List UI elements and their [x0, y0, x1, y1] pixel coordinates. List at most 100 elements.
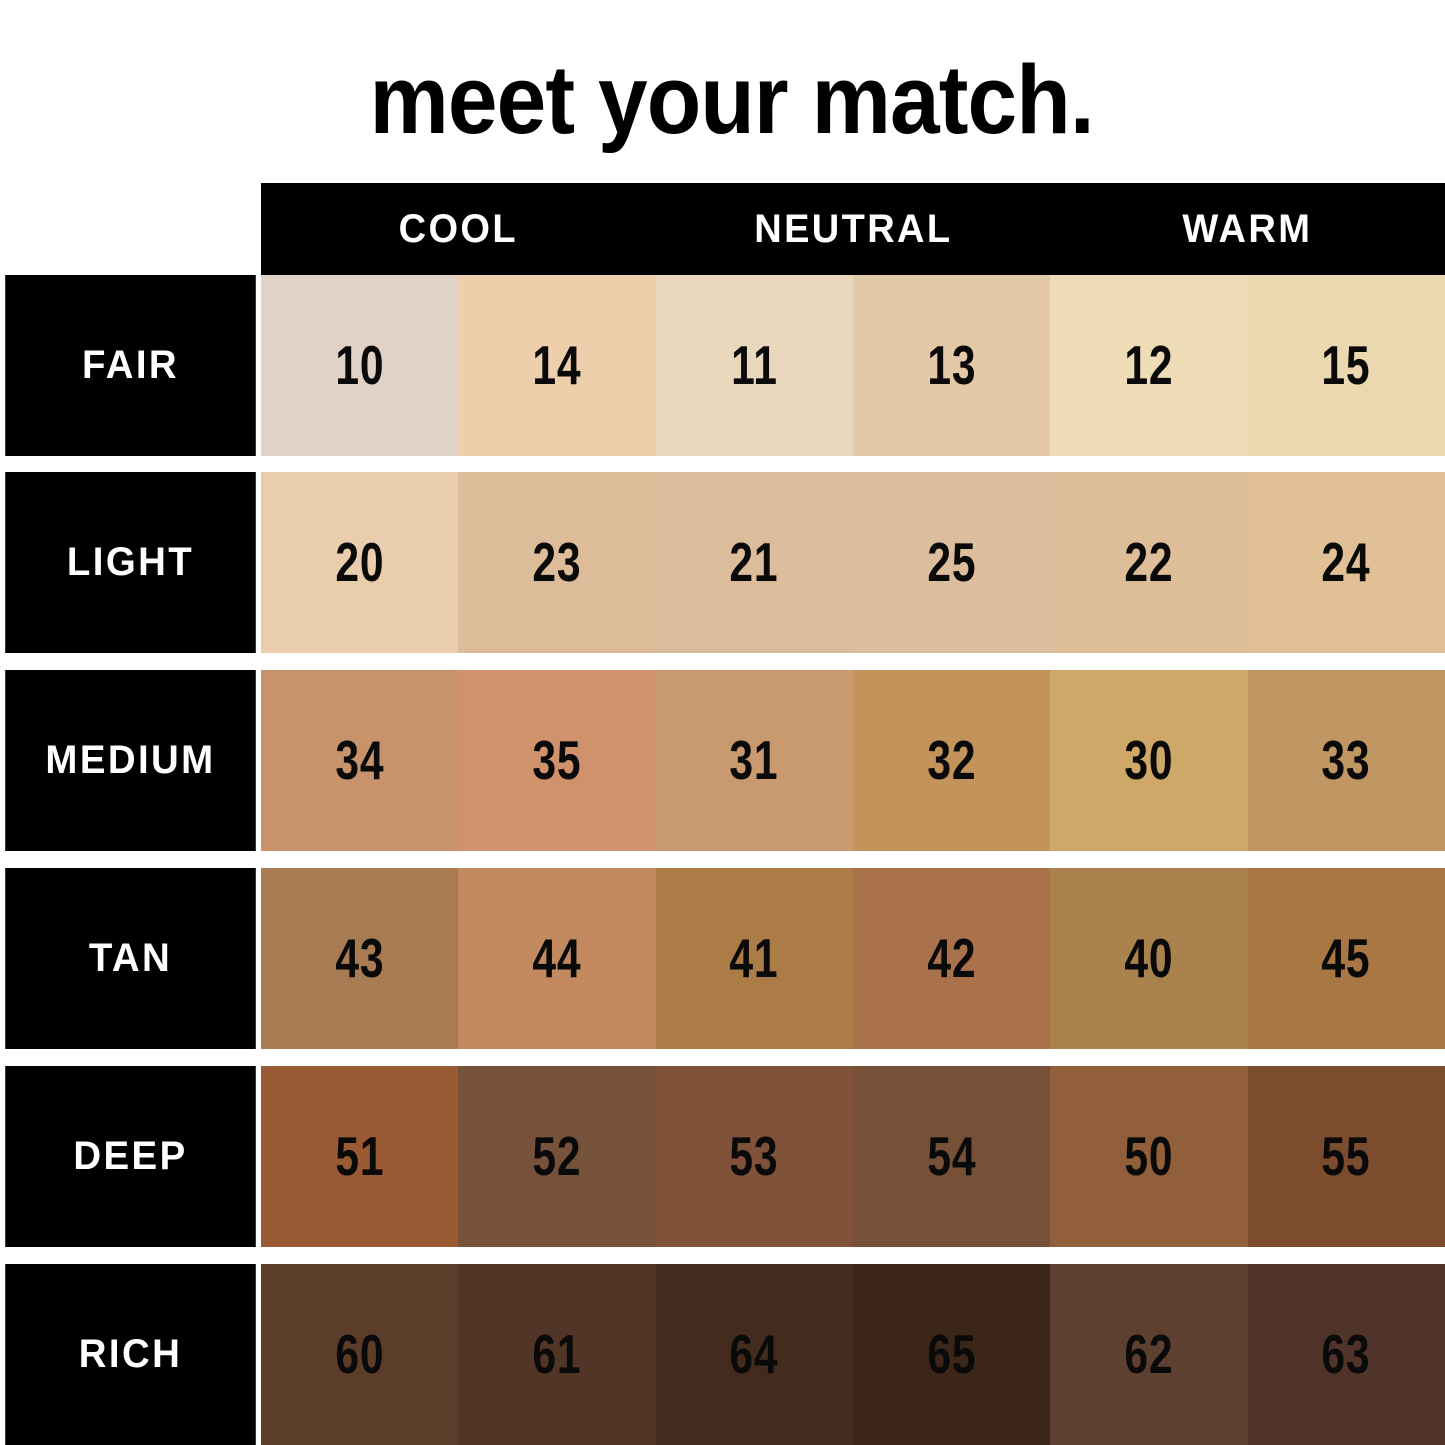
column-header-neutral-label: NEUTRAL [753, 206, 953, 251]
shade-swatch[interactable]: 45 [1247, 868, 1445, 1049]
shade-number: 22 [1124, 531, 1174, 594]
shade-swatch[interactable]: 54 [852, 1066, 1051, 1247]
shade-number: 51 [335, 1125, 385, 1188]
shade-number: 24 [1321, 531, 1371, 594]
shade-number: 11 [730, 334, 778, 397]
column-header-warm-label: WARM [1182, 206, 1313, 251]
row-label-deep-text: DEEP [73, 1134, 188, 1178]
shade-swatch[interactable]: 31 [655, 670, 853, 851]
shade-number: 53 [729, 1125, 779, 1188]
table-row: RICH 60 61 64 65 62 63 [0, 1264, 1445, 1445]
swatch-group-light: 20 23 21 25 22 24 [261, 472, 1445, 653]
shade-swatch[interactable]: 51 [261, 1066, 459, 1247]
shade-swatch[interactable]: 14 [458, 275, 656, 456]
shade-number: 50 [1124, 1125, 1174, 1188]
shade-swatch[interactable]: 65 [852, 1264, 1051, 1445]
shade-swatch[interactable]: 22 [1050, 472, 1248, 653]
shade-number: 61 [532, 1323, 582, 1386]
shade-number: 65 [927, 1323, 977, 1386]
shade-swatch[interactable]: 50 [1050, 1066, 1248, 1247]
row-label-light: LIGHT [5, 472, 256, 653]
undertone-header-row: COOL NEUTRAL WARM [261, 183, 1445, 275]
row-label-fair: FAIR [5, 275, 256, 456]
shade-number: 40 [1124, 927, 1174, 990]
shade-swatch[interactable]: 40 [1050, 868, 1248, 1049]
shade-swatch[interactable]: 21 [655, 472, 853, 653]
shade-number: 23 [532, 531, 582, 594]
shade-number: 31 [729, 729, 779, 792]
shade-number: 44 [532, 927, 582, 990]
shade-swatch[interactable]: 30 [1050, 670, 1248, 851]
shade-number: 64 [729, 1323, 779, 1386]
shade-number: 55 [1321, 1125, 1371, 1188]
row-label-rich: RICH [5, 1264, 256, 1445]
shade-swatch[interactable]: 24 [1247, 472, 1445, 653]
shade-number: 21 [729, 531, 779, 594]
swatch-group-fair: 10 14 11 13 12 15 [261, 275, 1445, 456]
shade-swatch[interactable]: 61 [458, 1264, 656, 1445]
column-header-cool-label: COOL [398, 206, 518, 251]
shade-swatch[interactable]: 60 [261, 1264, 459, 1445]
shade-swatch[interactable]: 20 [261, 472, 459, 653]
table-row: TAN 43 44 41 42 40 45 [0, 868, 1445, 1049]
swatch-group-medium: 34 35 31 32 30 33 [261, 670, 1445, 851]
shade-swatch[interactable]: 15 [1247, 275, 1445, 456]
table-row: MEDIUM 34 35 31 32 30 33 [0, 670, 1445, 851]
shade-number: 60 [335, 1323, 385, 1386]
table-row: LIGHT 20 23 21 25 22 24 [0, 472, 1445, 653]
shade-number: 15 [1321, 334, 1371, 397]
row-label-tan-text: TAN [88, 936, 173, 980]
row-label-light-text: LIGHT [66, 540, 195, 584]
shade-number: 54 [927, 1125, 977, 1188]
shade-number: 63 [1321, 1323, 1371, 1386]
swatch-group-tan: 43 44 41 42 40 45 [261, 868, 1445, 1049]
shade-number: 25 [927, 531, 977, 594]
shade-swatch[interactable]: 62 [1050, 1264, 1248, 1445]
shade-swatch[interactable]: 44 [458, 868, 656, 1049]
shade-swatch[interactable]: 52 [458, 1066, 656, 1247]
row-label-deep: DEEP [5, 1066, 256, 1247]
shade-number: 10 [335, 334, 385, 397]
column-header-cool: COOL [271, 183, 646, 275]
shade-swatch[interactable]: 34 [261, 670, 459, 851]
shade-swatch[interactable]: 55 [1247, 1066, 1445, 1247]
shade-swatch[interactable]: 42 [852, 868, 1051, 1049]
shade-swatch[interactable]: 13 [852, 275, 1051, 456]
page-title: meet your match. [0, 44, 1445, 154]
shade-swatch[interactable]: 33 [1247, 670, 1445, 851]
table-row: FAIR 10 14 11 13 12 15 [0, 275, 1445, 456]
shade-swatch[interactable]: 12 [1050, 275, 1248, 456]
shade-number: 35 [532, 729, 582, 792]
shade-swatch[interactable]: 23 [458, 472, 656, 653]
swatch-group-rich: 60 61 64 65 62 63 [261, 1264, 1445, 1445]
shade-number: 33 [1321, 729, 1371, 792]
shade-number: 41 [729, 927, 779, 990]
shade-number: 14 [532, 334, 582, 397]
shade-swatch[interactable]: 25 [852, 472, 1051, 653]
shade-swatch[interactable]: 10 [261, 275, 459, 456]
row-label-fair-text: FAIR [81, 343, 180, 387]
shade-swatch[interactable]: 11 [655, 275, 853, 456]
swatch-group-deep: 51 52 53 54 50 55 [261, 1066, 1445, 1247]
shade-swatch[interactable]: 63 [1247, 1264, 1445, 1445]
row-label-medium-text: MEDIUM [45, 738, 216, 782]
table-row: DEEP 51 52 53 54 50 55 [0, 1066, 1445, 1247]
shade-number: 32 [927, 729, 977, 792]
shade-number: 20 [335, 531, 385, 594]
shade-number: 34 [335, 729, 385, 792]
shade-number: 52 [532, 1125, 582, 1188]
shade-swatch[interactable]: 41 [655, 868, 853, 1049]
shade-swatch[interactable]: 53 [655, 1066, 853, 1247]
row-label-medium: MEDIUM [5, 670, 256, 851]
shade-number: 42 [927, 927, 977, 990]
shade-swatch[interactable]: 64 [655, 1264, 853, 1445]
shade-number: 62 [1124, 1323, 1174, 1386]
shade-swatch[interactable]: 43 [261, 868, 459, 1049]
shade-swatch[interactable]: 32 [852, 670, 1051, 851]
shade-swatch[interactable]: 35 [458, 670, 656, 851]
shade-number: 43 [335, 927, 385, 990]
shade-number: 13 [927, 334, 977, 397]
shade-number: 45 [1321, 927, 1371, 990]
page-title-text: meet your match. [369, 44, 1094, 154]
